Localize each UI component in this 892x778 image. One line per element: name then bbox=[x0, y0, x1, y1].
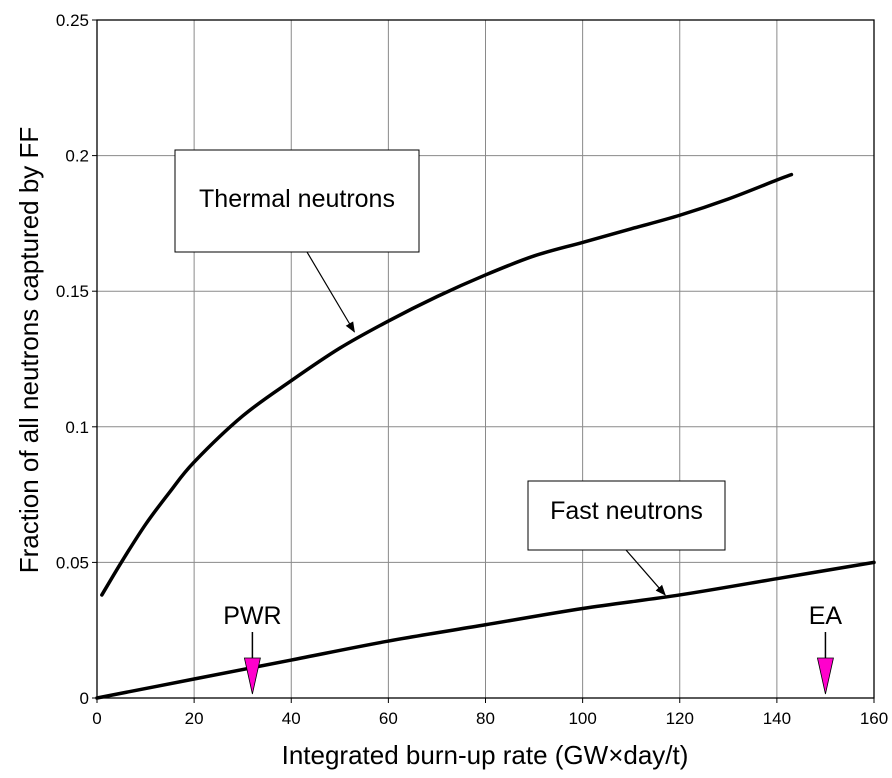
annotation-fast-neutrons: Fast neutrons bbox=[527, 480, 726, 596]
annotation-label: Fast neutrons bbox=[550, 497, 703, 525]
y-tick-label: 0.15 bbox=[56, 282, 89, 301]
marker-arrowhead bbox=[816, 657, 834, 695]
annotation-box bbox=[174, 149, 420, 253]
annotation-arrow bbox=[625, 549, 666, 596]
y-tick-label: 0.05 bbox=[56, 553, 89, 572]
y-tick-label: 0.2 bbox=[65, 147, 89, 166]
gridlines bbox=[97, 20, 874, 698]
x-tick-label: 60 bbox=[379, 709, 398, 728]
x-tick-label: 140 bbox=[763, 709, 791, 728]
marker-label: EA bbox=[809, 602, 843, 630]
marker-label: PWR bbox=[223, 602, 281, 630]
x-tick-label: 160 bbox=[860, 709, 888, 728]
marker-pwr: PWR bbox=[223, 602, 282, 695]
annotation-box bbox=[527, 480, 726, 551]
x-tick-label: 40 bbox=[282, 709, 301, 728]
y-tick-label: 0.25 bbox=[56, 11, 89, 30]
x-tick-label: 0 bbox=[92, 709, 101, 728]
x-tick-label: 120 bbox=[666, 709, 694, 728]
y-tick-label: 0 bbox=[80, 689, 89, 708]
annotation-arrow bbox=[306, 251, 355, 333]
x-tick-label: 100 bbox=[568, 709, 596, 728]
series-line-fast-neutrons bbox=[95, 560, 876, 700]
markers: PWR EA bbox=[223, 602, 843, 695]
series-line-thermal-neutrons bbox=[100, 172, 794, 597]
x-axis-title: Integrated burn-up rate (GW×day/t) bbox=[282, 740, 689, 770]
annotations: Thermal neutrons Fast neutrons bbox=[174, 149, 726, 596]
annotation-label: Thermal neutrons bbox=[199, 185, 395, 213]
annotation-thermal-neutrons: Thermal neutrons bbox=[174, 149, 420, 333]
x-axis-ticks: 0 20 40 60 80 100 120 140 160 bbox=[92, 698, 888, 728]
data-series bbox=[95, 172, 876, 700]
marker-arrowhead bbox=[243, 657, 261, 695]
y-axis-title: Fraction of all neutrons captured by FF bbox=[14, 127, 44, 574]
x-tick-label: 80 bbox=[476, 709, 495, 728]
y-tick-label: 0.1 bbox=[65, 418, 89, 437]
x-tick-label: 20 bbox=[185, 709, 204, 728]
y-axis-ticks: 0 0.05 0.1 0.15 0.2 0.25 bbox=[56, 11, 97, 708]
marker-ea: EA bbox=[809, 602, 843, 695]
